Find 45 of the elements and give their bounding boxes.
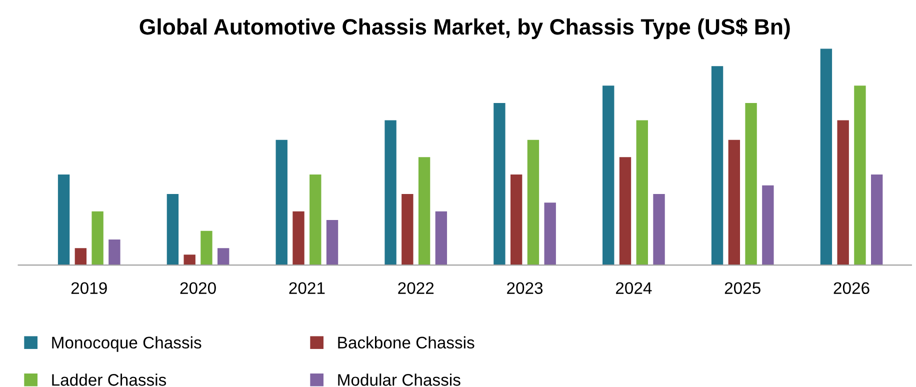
- bar: [418, 156, 431, 266]
- bar: [543, 202, 557, 266]
- bar: [744, 102, 758, 266]
- bar: [820, 48, 833, 266]
- bar: [384, 119, 398, 266]
- bar: [870, 174, 884, 266]
- bar: [308, 174, 322, 266]
- bar: [326, 219, 339, 266]
- bar: [761, 184, 775, 266]
- legend-label: Ladder Chassis: [52, 374, 166, 386]
- x-tick-label: 2024: [616, 282, 652, 294]
- x-tick-label: 2022: [398, 282, 434, 294]
- bar: [292, 210, 306, 266]
- bar: [727, 138, 741, 266]
- legend-label: Backbone Chassis: [338, 336, 474, 349]
- bar: [836, 119, 850, 266]
- x-tick-label: 2026: [834, 282, 870, 294]
- bar: [216, 247, 230, 266]
- bar: [108, 238, 122, 266]
- bar: [618, 156, 632, 266]
- chart-title: Global Automotive Chassis Market, by Chassis Type (US$ Bn): [140, 18, 790, 40]
- x-tick-label: 2021: [289, 282, 325, 294]
- bar: [400, 193, 414, 266]
- bar: [182, 254, 196, 266]
- bar: [434, 210, 448, 266]
- x-tick-label: 2023: [507, 282, 543, 294]
- x-tick-label: 2019: [71, 282, 107, 294]
- bar: [510, 174, 524, 266]
- bar: [90, 210, 104, 266]
- bar: [274, 138, 288, 266]
- legend-label: Modular Chassis: [338, 374, 460, 386]
- x-tick-label: 2020: [180, 282, 216, 294]
- bar: [74, 247, 88, 266]
- bar: [57, 174, 70, 266]
- x-tick-label: 2025: [724, 282, 760, 294]
- bar: [166, 193, 180, 266]
- bar: [853, 84, 867, 266]
- legend-label: Monocoque Chassis: [52, 336, 202, 352]
- bar: [492, 102, 506, 266]
- bar: [602, 84, 616, 266]
- bar: [710, 65, 724, 266]
- bar: [652, 193, 666, 266]
- bar: [200, 230, 214, 266]
- bar: [526, 138, 540, 266]
- bar: [635, 119, 649, 266]
